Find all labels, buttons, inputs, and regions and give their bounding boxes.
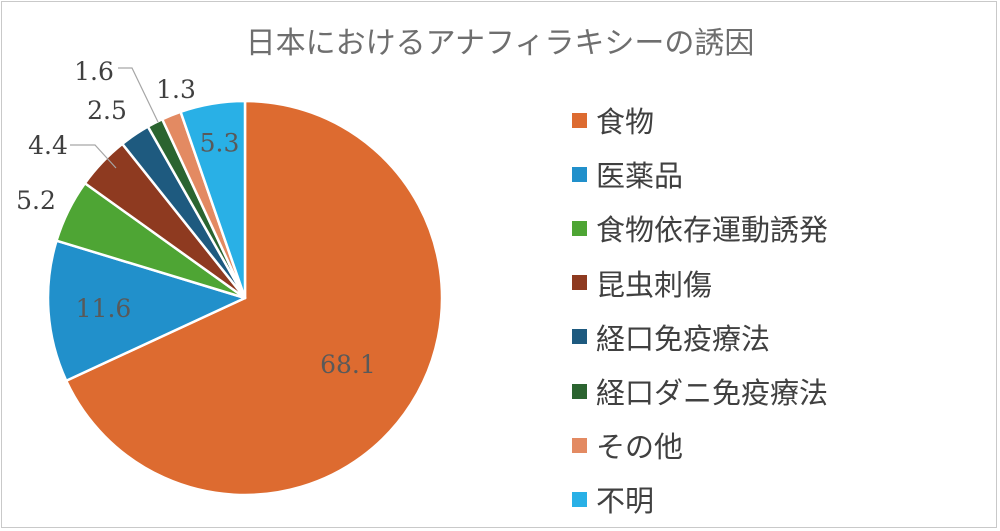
data-label: 68.1 xyxy=(320,350,376,379)
data-label: 5.2 xyxy=(16,186,56,215)
legend-swatch xyxy=(572,221,587,236)
legend-label: 不明 xyxy=(596,478,654,520)
legend-swatch xyxy=(572,275,587,290)
legend-swatch xyxy=(572,329,587,344)
data-label: 5.3 xyxy=(200,128,240,157)
legend-item: 食物依存運動誘発 xyxy=(572,201,828,255)
legend-label: その他 xyxy=(596,424,683,466)
legend-label: 経口ダニ免疫療法 xyxy=(596,370,828,412)
legend-item: 食物 xyxy=(572,93,828,147)
legend-label: 医薬品 xyxy=(596,153,683,195)
legend-swatch xyxy=(572,438,587,453)
data-label: 1.3 xyxy=(156,75,196,104)
legend-item: 不明 xyxy=(572,472,828,526)
legend-item: 経口ダニ免疫療法 xyxy=(572,364,828,418)
data-label: 1.6 xyxy=(74,57,114,86)
legend-label: 経口免疫療法 xyxy=(596,316,770,358)
legend-swatch xyxy=(572,492,587,507)
legend-item: その他 xyxy=(572,418,828,472)
legend: 食物医薬品食物依存運動誘発 昆虫刺傷経口免疫療法経口ダニ免疫療法 その他不明 xyxy=(572,93,828,527)
legend-label: 食物 xyxy=(596,99,654,141)
legend-item: 昆虫刺傷 xyxy=(572,256,828,310)
legend-item: 医薬品 xyxy=(572,147,828,201)
legend-swatch xyxy=(572,113,587,128)
data-label: 4.4 xyxy=(28,131,68,160)
legend-swatch xyxy=(572,167,587,182)
legend-label: 食物依存運動誘発 xyxy=(596,207,828,249)
data-label: 2.5 xyxy=(87,96,127,125)
data-label: 11.6 xyxy=(76,294,132,323)
legend-label: 昆虫刺傷 xyxy=(596,262,712,304)
legend-item: 経口免疫療法 xyxy=(572,310,828,364)
legend-swatch xyxy=(572,384,587,399)
